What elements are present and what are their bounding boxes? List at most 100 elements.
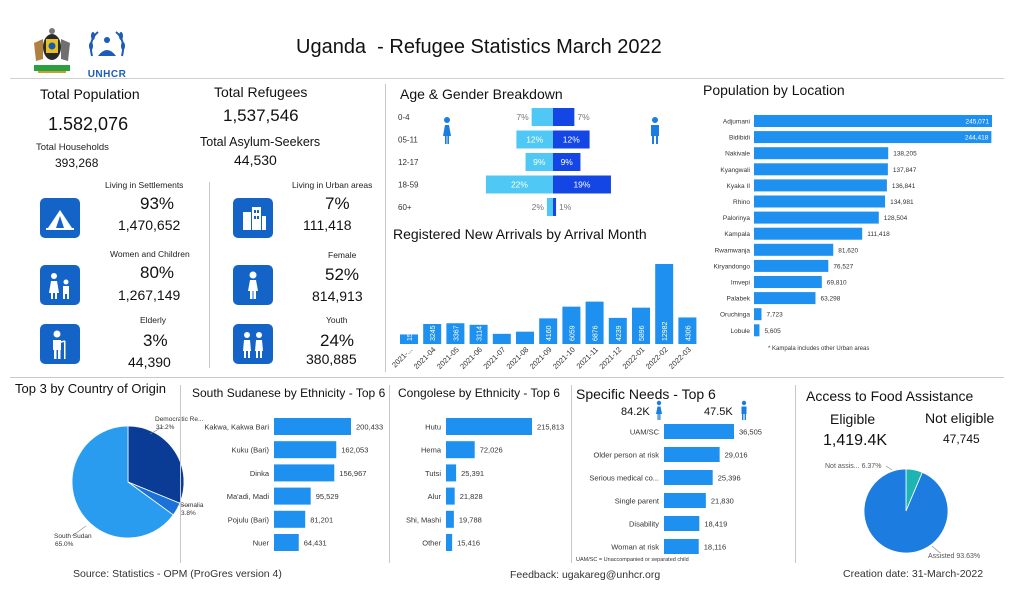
food-leader-line	[885, 465, 893, 471]
location-value-label: 5,605	[764, 328, 781, 335]
page-title: Uganda - Refugee Statistics March 2022	[296, 36, 662, 58]
age-gender-chart: 0-4 7% 7% 05-11 12% 12% 12-17 9% 9% 18-59 22% 19% 60…	[398, 108, 611, 216]
urban-label: Living in Urban areas	[292, 180, 373, 190]
location-name-label: Imvepi	[731, 280, 750, 287]
arrival-value-label: 1551	[407, 325, 414, 341]
urban-value: 111,418	[303, 217, 352, 233]
location-bar	[754, 243, 834, 256]
needs-bar	[664, 470, 713, 485]
needs-note: UAM/SC = Unaccompanied or separated chil…	[576, 557, 689, 563]
location-value-label: 128,504	[884, 215, 908, 222]
congolese-category-label: Hutu	[425, 423, 441, 432]
needs-value-label: 25,396	[718, 474, 741, 483]
location-name-label: Oruchinga	[720, 312, 750, 319]
arrival-month-label: 2021-09	[528, 345, 554, 371]
origin-slice-label: Somalia 3.8%	[180, 502, 204, 517]
male-bar-label: 1%	[559, 202, 572, 212]
uganda-coat-of-arms	[28, 25, 76, 75]
arrival-month-label: 2022-02	[644, 345, 670, 371]
section-divider-2	[180, 385, 181, 563]
congolese-bar	[446, 418, 532, 435]
south-sudanese-title: South Sudanese by Ethnicity - Top 6	[192, 386, 386, 400]
location-value-label: 76,527	[833, 263, 853, 270]
age-gender-title: Age & Gender Breakdown	[400, 86, 563, 102]
location-bar	[754, 308, 762, 321]
south-sudanese-bar	[274, 487, 311, 505]
needs-bar	[664, 516, 700, 531]
location-value-label: 245,071	[966, 119, 990, 126]
total-asylum-value: 44,530	[234, 152, 277, 168]
south-sudanese-value-label: 64,431	[304, 539, 327, 548]
location-name-label: Bidibidi	[729, 135, 750, 142]
congolese-chart: Hutu 215,813 Hema 72,026 Tutsi 25,391 Alur 21,8…	[406, 418, 564, 551]
specific-needs-chart: UAM/SC 36,505 Older person at risk 29,016 Se…	[589, 424, 762, 554]
location-value-label: 134,981	[890, 199, 914, 206]
male-bar	[553, 175, 611, 194]
arrival-month-label: 2021-11	[575, 345, 600, 370]
food-slice	[863, 468, 949, 554]
total-asylum-label: Total Asylum-Seekers	[200, 135, 321, 149]
location-name-label: Kiryandongo	[714, 263, 751, 270]
women-children-value: 1,267,149	[118, 287, 181, 303]
women-children-icon	[40, 265, 80, 305]
south-sudanese-chart: Kakwa, Kakwa Bari 200,433 Kuku (Bari) 162,0…	[204, 418, 383, 551]
arrival-bar	[516, 331, 534, 344]
location-name-label: Rwamwanja	[715, 247, 751, 254]
section-divider-4	[571, 385, 572, 563]
origin-slice-label: South Sudan 65.0%	[54, 533, 92, 548]
food-leader-line	[931, 545, 941, 554]
needs-value-label: 36,505	[739, 428, 762, 437]
congolese-bar	[446, 464, 457, 482]
arrivals-title: Registered New Arrivals by Arrival Month	[393, 226, 647, 242]
female-bar	[546, 198, 553, 216]
female-bar-label: 7%	[516, 112, 529, 122]
needs-bar	[664, 539, 699, 554]
south-sudanese-value-label: 81,201	[310, 515, 333, 524]
congolese-category-label: Tutsi	[425, 469, 441, 478]
location-bar	[754, 227, 863, 240]
female-icon	[233, 265, 273, 305]
needs-value-label: 18,116	[704, 543, 726, 552]
location-bar	[754, 115, 992, 127]
arrival-bar	[632, 307, 650, 344]
needs-value-label: 18,419	[704, 520, 727, 529]
location-bar	[754, 131, 992, 144]
female-bar	[485, 175, 553, 194]
needs-category-label: Disability	[629, 520, 659, 529]
location-name-label: Nakivale	[725, 151, 750, 158]
female-pct: 52%	[325, 265, 360, 284]
arrival-value-label: 6876	[593, 325, 600, 341]
south-sudanese-bar	[274, 418, 351, 435]
location-title: Population by Location	[703, 82, 845, 98]
food-slice-label: Not assis... 6.37%	[825, 463, 881, 470]
male-bar	[553, 153, 581, 171]
location-name-label: Palabek	[727, 296, 751, 303]
arrival-value-label: 3367	[453, 325, 460, 341]
location-bar	[754, 211, 879, 224]
location-value-label: 63,298	[820, 296, 840, 303]
header-divider	[10, 78, 1004, 79]
male-bar	[553, 108, 575, 126]
needs-category-label: Older person at risk	[594, 451, 660, 460]
needs-category-label: Serious medical co...	[589, 474, 659, 483]
food-eligible-value: 1,419.4K	[823, 432, 888, 449]
location-bar	[754, 324, 760, 337]
footer-feedback: Feedback: ugakareg@unhcr.org	[510, 569, 661, 581]
location-name-label: Kyangwali	[720, 167, 750, 174]
female-person-icon	[440, 116, 454, 146]
congolese-value-label: 15,416	[457, 539, 480, 548]
settlements-pct: 93%	[140, 194, 175, 213]
age-category-label: 0-4	[398, 113, 410, 122]
arrival-bar	[562, 306, 581, 344]
location-chart: Adjumani 245,071 Bidibidi 244,418 Nakivale 13…	[714, 115, 992, 337]
arrival-bar	[423, 324, 442, 344]
location-bar	[754, 179, 887, 192]
male-bar-label: 12%	[563, 135, 580, 145]
origin-slice-label-line: 65.0%	[55, 541, 74, 548]
congolese-title: Congolese by Ethnicity - Top 6	[398, 386, 560, 400]
arrival-bar	[492, 333, 511, 344]
arrival-value-label: 5896	[639, 325, 646, 341]
location-value-label: 136,841	[892, 183, 916, 190]
congolese-category-label: Shi, Mashi	[406, 515, 441, 524]
needs-value-label: 21,830	[711, 497, 734, 506]
